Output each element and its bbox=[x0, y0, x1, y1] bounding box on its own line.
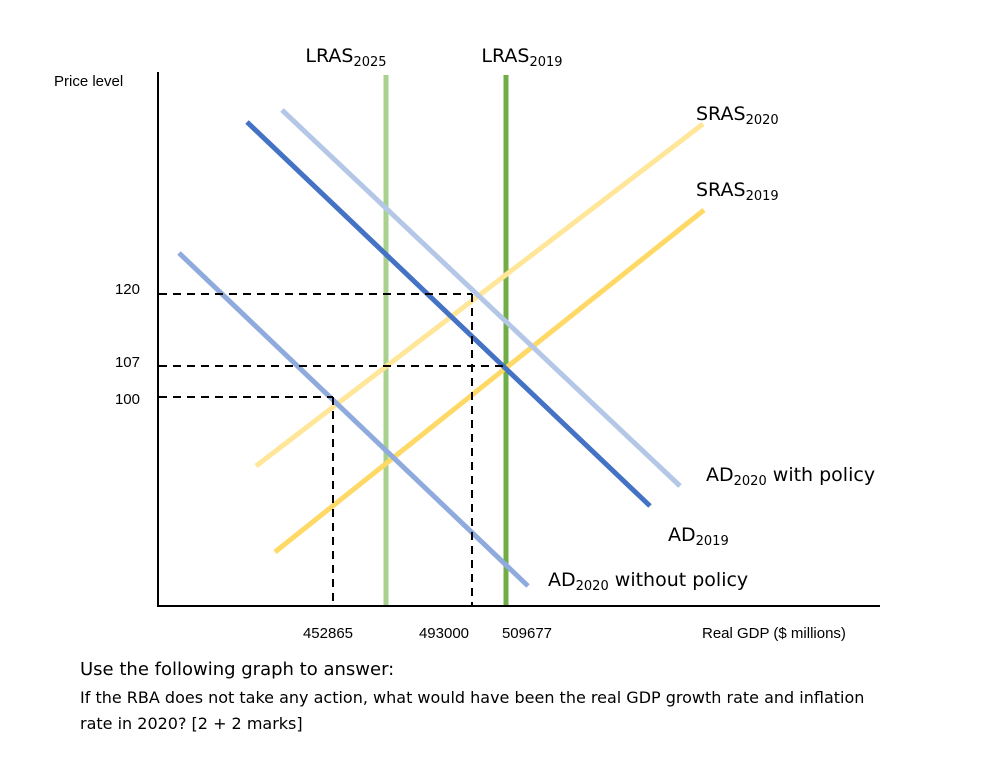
curve-label: AD2020 without policy bbox=[548, 569, 748, 594]
curve-label-sub: 2020 bbox=[576, 579, 609, 594]
curve-label-main: AD bbox=[548, 569, 576, 591]
curve-label-main: LRAS bbox=[305, 45, 353, 67]
ad-2019-line bbox=[245, 120, 652, 508]
curve-label-main: SRAS bbox=[696, 179, 746, 201]
curve-label-main: AD bbox=[706, 464, 734, 486]
curve-label: SRAS2019 bbox=[696, 179, 779, 204]
curve-label: LRAS2019 bbox=[481, 45, 562, 70]
curve-label-sub: 2019 bbox=[746, 189, 779, 204]
curve-label-main: AD bbox=[668, 524, 696, 546]
ad-2020-policy-line bbox=[280, 108, 682, 488]
question-line: rate in 2020? [2 + 2 marks] bbox=[80, 714, 303, 733]
x-axis-label: Real GDP ($ millions) bbox=[702, 625, 846, 642]
curve-label-main: LRAS bbox=[481, 45, 529, 67]
y-tick-label: 100 bbox=[115, 391, 140, 408]
curve-label-sub: 2025 bbox=[353, 55, 386, 70]
curve-label-main: SRAS bbox=[696, 103, 746, 125]
curve-label: AD2020 with policy bbox=[706, 464, 875, 489]
curve-label-sub: 2019 bbox=[696, 534, 729, 549]
x-tick-label: 509677 bbox=[502, 625, 552, 642]
ad-2020-no-policy-line bbox=[177, 251, 530, 588]
y-axis-label: Price level bbox=[54, 73, 123, 90]
curve-label: LRAS2025 bbox=[305, 45, 386, 70]
curve-label-sub: 2020 bbox=[746, 113, 779, 128]
sras-2019-line bbox=[273, 208, 706, 554]
question-line: If the RBA does not take any action, wha… bbox=[80, 688, 864, 707]
curve-label-suffix: without policy bbox=[609, 569, 748, 591]
curve-label: SRAS2020 bbox=[696, 103, 779, 128]
curve-label-sub: 2019 bbox=[529, 55, 562, 70]
curve-label-suffix: with policy bbox=[767, 464, 875, 486]
x-tick-label: 493000 bbox=[419, 625, 469, 642]
y-tick-label: 120 bbox=[115, 281, 140, 298]
question-intro: Use the following graph to answer: bbox=[80, 659, 394, 680]
curves bbox=[177, 75, 706, 606]
guides bbox=[159, 293, 506, 606]
curve-label: AD2019 bbox=[668, 524, 729, 549]
curve-label-sub: 2020 bbox=[734, 474, 767, 489]
y-tick-label: 107 bbox=[115, 354, 140, 371]
x-tick-label: 452865 bbox=[303, 625, 353, 642]
